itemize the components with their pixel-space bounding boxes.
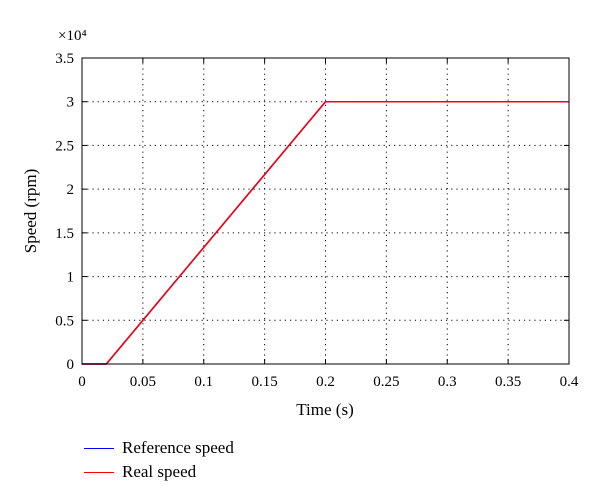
x-axis-ticks: 0 0.05 0.1 0.15 0.2 0.25 0.3 0.35 0.4: [78, 58, 579, 390]
x-tick-label: 0.1: [194, 374, 213, 390]
y-axis-label: Speed (rpm): [21, 169, 40, 254]
y-tick-label: 1.5: [55, 226, 74, 242]
grid-lines: [82, 58, 569, 364]
x-tick-label: 0.3: [438, 374, 457, 390]
y-tick-label: 0: [67, 357, 75, 373]
legend-label-real: Real speed: [122, 462, 197, 481]
y-tick-label: 1: [67, 270, 75, 286]
x-tick-label: 0.05: [130, 374, 156, 390]
plot-frame: [81, 57, 570, 365]
legend-swatch-real: [84, 471, 114, 473]
x-tick-label: 0.15: [252, 374, 278, 390]
y-tick-label: 2: [67, 182, 75, 198]
y-multiplier-label: ×10⁴: [58, 28, 87, 44]
x-axis-label: Time (s): [296, 400, 353, 419]
legend-item-reference: Reference speed: [84, 436, 234, 460]
y-tick-label: 0.5: [55, 313, 74, 329]
legend-swatch-reference: [84, 447, 114, 449]
y-axis-ticks: 0 0.5 1 1.5 2 2.5 3 3.5: [55, 51, 569, 373]
legend-item-real: Real speed: [84, 460, 234, 484]
x-tick-label: 0.4: [560, 374, 579, 390]
y-tick-label: 3: [67, 95, 75, 111]
x-tick-label: 0.35: [495, 374, 521, 390]
x-tick-label: 0.25: [373, 374, 399, 390]
x-tick-label: 0: [78, 374, 86, 390]
legend: Reference speed Real speed: [84, 436, 234, 484]
y-tick-label: 3.5: [55, 51, 74, 67]
x-tick-label: 0.2: [316, 374, 335, 390]
y-tick-label: 2.5: [55, 138, 74, 154]
legend-label-reference: Reference speed: [122, 438, 234, 457]
speed-chart: 0 0.05 0.1 0.15 0.2 0.25 0.3 0.35 0.4 0 0.5 1 1.5 2 2…: [21, 28, 579, 419]
